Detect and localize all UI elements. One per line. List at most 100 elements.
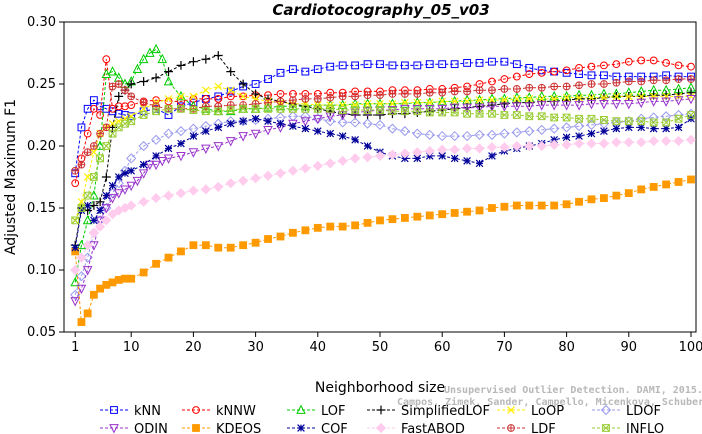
point-loop-10 bbox=[139, 104, 148, 113]
legend-item-lof: LOF bbox=[287, 404, 346, 419]
point-kdeos-23 bbox=[301, 226, 310, 235]
point-simplifiedlof-46 bbox=[587, 94, 596, 104]
point-odin-1 bbox=[76, 284, 87, 295]
point-inflo-35 bbox=[450, 108, 459, 117]
point-inflo-10 bbox=[139, 111, 148, 119]
point-fastabod-4 bbox=[94, 221, 106, 232]
point-odin-49 bbox=[586, 99, 597, 110]
point-fastabod-10 bbox=[138, 196, 149, 207]
point-simplifiedlof-14 bbox=[189, 57, 198, 67]
point-loop-39 bbox=[500, 96, 509, 104]
point-ldof-50 bbox=[636, 113, 647, 124]
point-kdeos-42 bbox=[537, 201, 546, 210]
point-knnw-18 bbox=[239, 92, 248, 101]
point-fastabod-46 bbox=[586, 138, 597, 149]
point-ldof-27 bbox=[350, 117, 361, 128]
point-knn-28 bbox=[363, 60, 372, 69]
point-odin-40 bbox=[474, 103, 485, 114]
point-knn-23 bbox=[301, 67, 310, 76]
series-line-knn bbox=[74, 61, 691, 174]
point-fastabod-23 bbox=[300, 163, 311, 174]
point-fastabod-40 bbox=[511, 140, 522, 152]
point-knn-31 bbox=[400, 61, 409, 70]
point-loop-34 bbox=[438, 97, 447, 106]
point-ldof-40 bbox=[511, 127, 522, 138]
series-layer bbox=[70, 43, 697, 326]
legend: kNN kNNW LOF SimplifiedLOF LoOP LDOF ODIN KDEOS… bbox=[100, 404, 664, 434]
point-kdeos-30 bbox=[388, 215, 397, 224]
point-knn-26 bbox=[338, 61, 347, 70]
point-knnw-45 bbox=[575, 63, 583, 72]
watermark-line-2: Campos, Zimek, Sander, Campello, Micenko… bbox=[397, 396, 702, 408]
point-inflo-16 bbox=[214, 107, 223, 116]
point-cof-24 bbox=[313, 127, 322, 135]
point-ldof-36 bbox=[461, 130, 473, 142]
point-simplifiedlof-7 bbox=[114, 92, 124, 101]
point-knn-19 bbox=[251, 80, 260, 88]
point-odin-18 bbox=[201, 144, 211, 154]
point-ldf-32 bbox=[413, 90, 422, 98]
point-kdeos-44 bbox=[562, 200, 571, 209]
point-knnw-49 bbox=[624, 57, 633, 66]
point-simplifiedlof-16 bbox=[213, 51, 223, 60]
point-ldof-9 bbox=[126, 153, 137, 164]
point-odin-27 bbox=[312, 114, 323, 125]
legend-marker-fastabod bbox=[375, 422, 387, 434]
point-odin-9 bbox=[126, 181, 137, 192]
point-simplifiedlof-5 bbox=[101, 172, 111, 182]
point-kdeos-10 bbox=[139, 268, 148, 277]
point-cof-47 bbox=[600, 127, 608, 135]
point-fastabod-44 bbox=[561, 139, 572, 150]
point-loop-2 bbox=[83, 173, 92, 181]
point-fastabod-21 bbox=[275, 168, 286, 179]
point-ldf-52 bbox=[662, 76, 671, 85]
point-knnw-44 bbox=[562, 66, 571, 75]
point-cof-8 bbox=[121, 169, 129, 178]
point-fastabod-14 bbox=[188, 185, 199, 196]
point-odin-7 bbox=[113, 189, 124, 199]
point-ldof-26 bbox=[337, 117, 348, 128]
point-ldf-29 bbox=[376, 91, 384, 99]
point-cof-7 bbox=[114, 173, 123, 181]
point-cof-38 bbox=[488, 152, 496, 160]
point-loop-13 bbox=[177, 92, 185, 101]
point-odin-46 bbox=[549, 101, 559, 111]
point-lof-3 bbox=[89, 190, 99, 200]
legend-item-kdeos: KDEOS bbox=[182, 422, 261, 434]
point-odin-22 bbox=[250, 129, 261, 140]
point-ldof-41 bbox=[524, 126, 535, 137]
legend-item-knn: kNN bbox=[100, 404, 161, 419]
point-kdeos-37 bbox=[475, 206, 484, 215]
point-knn-36 bbox=[463, 59, 471, 67]
y-tick-label-3: 0.20 bbox=[27, 139, 56, 154]
point-loop-50 bbox=[637, 92, 646, 101]
x-tick-label-9: 90 bbox=[621, 340, 638, 355]
point-knn-1 bbox=[77, 123, 86, 132]
point-ldof-44 bbox=[561, 122, 572, 133]
point-kdeos-51 bbox=[649, 183, 658, 191]
point-fastabod-54 bbox=[685, 134, 697, 145]
point-knn-29 bbox=[376, 60, 384, 69]
legend-marker-knnw bbox=[192, 406, 200, 414]
point-ldf-27 bbox=[351, 92, 360, 101]
point-knn-20 bbox=[264, 75, 272, 83]
point-kdeos-32 bbox=[413, 212, 422, 221]
point-kdeos-18 bbox=[239, 241, 248, 250]
point-odin-23 bbox=[263, 125, 273, 136]
point-kdeos-47 bbox=[600, 194, 608, 202]
legend-label-lof: LOF bbox=[321, 404, 346, 419]
point-lof-31 bbox=[362, 98, 373, 108]
point-fastabod-12 bbox=[163, 190, 174, 201]
point-knnw-16 bbox=[214, 94, 223, 103]
point-knnw-52 bbox=[662, 59, 671, 67]
point-knnw-50 bbox=[637, 56, 646, 65]
point-knn-38 bbox=[488, 57, 496, 66]
series-loop bbox=[71, 82, 695, 225]
point-kdeos-12 bbox=[164, 253, 173, 262]
point-inflo-26 bbox=[338, 106, 347, 114]
point-ldof-38 bbox=[486, 129, 498, 140]
point-fastabod-39 bbox=[499, 142, 510, 153]
series-odin bbox=[70, 94, 696, 307]
point-kdeos-20 bbox=[264, 235, 272, 243]
point-ldf-49 bbox=[624, 77, 633, 86]
